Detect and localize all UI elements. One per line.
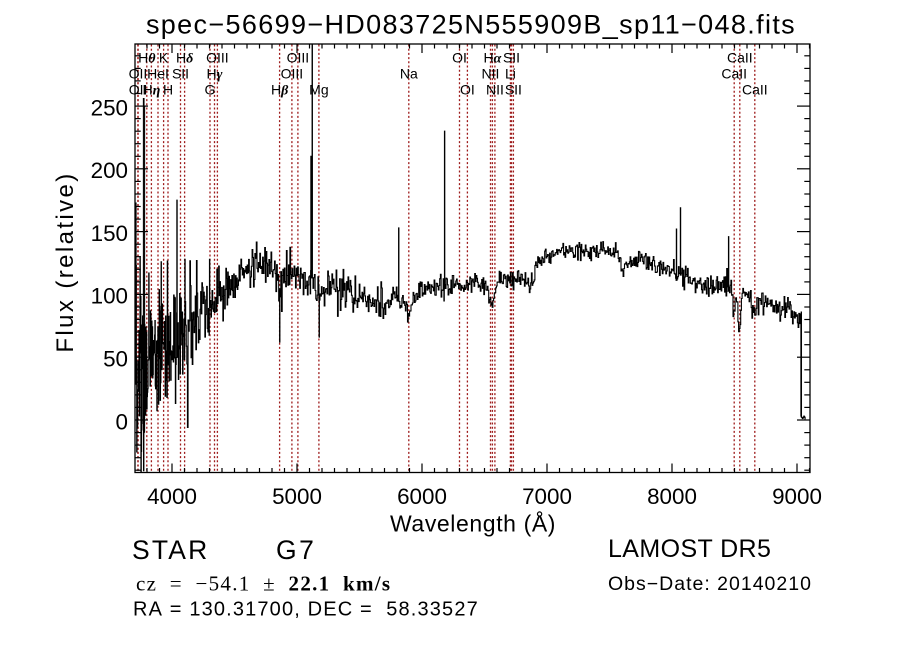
svg-text:50: 50 [103,347,128,372]
svg-text:RA = 130.31700, DEC = 58.3352: RA = 130.31700, DEC = 58.33527 [133,599,479,621]
svg-text:CaII: CaII [727,50,753,66]
svg-text:250: 250 [91,95,128,120]
svg-text:Obs−Date: 20140210: Obs−Date: 20140210 [608,573,812,595]
svg-text:OII: OII [129,66,148,82]
svg-text:H: H [163,82,173,98]
svg-text:150: 150 [91,221,128,246]
svg-text:5000: 5000 [272,484,322,509]
svg-text:100: 100 [91,284,128,309]
svg-text:Hη: Hη [142,82,160,99]
svg-text:cz = −54.1 ± 22.1 km/s: cz = −54.1 ± 22.1 km/s [136,572,391,596]
svg-text:CaII: CaII [721,66,747,82]
svg-text:Hβ: Hβ [271,82,289,99]
svg-text:Mg: Mg [309,82,328,98]
svg-text:K: K [159,50,169,66]
svg-text:Hα: Hα [483,50,501,67]
svg-text:6000: 6000 [397,484,447,509]
svg-text:Hθ: Hθ [138,50,156,67]
svg-text:SII: SII [503,50,520,66]
svg-text:G7: G7 [276,535,316,565]
svg-text:OIII: OIII [281,66,304,82]
svg-text:NII: NII [486,82,504,98]
svg-text:LAMOST DR5: LAMOST DR5 [608,535,771,563]
svg-text:4000: 4000 [147,484,197,509]
svg-text:OII: OII [129,82,148,98]
svg-text:HeI: HeI [147,66,169,82]
svg-text:SII: SII [172,66,189,82]
svg-text:Li: Li [505,66,516,82]
svg-text:STAR: STAR [132,535,210,565]
svg-text:G: G [205,82,216,98]
svg-text:NII: NII [482,66,500,82]
svg-text:Na: Na [400,66,418,82]
svg-text:CaII: CaII [742,82,768,98]
svg-text:Flux (relative): Flux (relative) [52,171,79,352]
svg-text:8000: 8000 [647,484,697,509]
svg-text:7000: 7000 [522,484,572,509]
svg-text:Hδ: Hδ [176,50,193,67]
svg-text:OIII: OIII [287,50,310,66]
svg-text:SII: SII [505,82,522,98]
svg-text:OI: OI [460,82,475,98]
svg-text:Wavelength (Å): Wavelength (Å) [390,510,556,537]
svg-text:OIII: OIII [206,50,229,66]
svg-text:9000: 9000 [772,484,822,509]
svg-text:200: 200 [91,158,128,183]
svg-text:spec−56699−HD083725N555909B_sp: spec−56699−HD083725N555909B_sp11−048.fit… [146,10,796,40]
svg-text:OI: OI [452,50,467,66]
svg-text:0: 0 [116,409,128,434]
svg-text:Hγ: Hγ [207,66,223,83]
